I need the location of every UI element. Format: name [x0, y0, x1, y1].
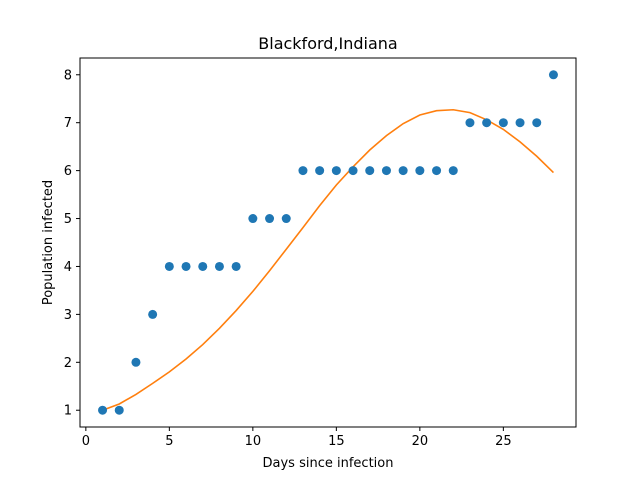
- x-tick-label: 10: [245, 434, 262, 449]
- data-point: [381, 166, 391, 176]
- data-point: [298, 166, 308, 176]
- y-tick-label: 4: [64, 260, 72, 275]
- fit-line: [102, 108, 555, 411]
- data-point: [148, 309, 158, 319]
- data-point: [265, 214, 275, 224]
- x-tick-label: 20: [412, 434, 429, 449]
- y-tick-label: 3: [64, 308, 72, 323]
- data-point: [198, 261, 208, 271]
- y-tick-label: 8: [64, 68, 72, 83]
- data-point: [548, 70, 558, 80]
- data-point: [214, 261, 224, 271]
- data-point: [248, 214, 258, 224]
- data-point: [98, 405, 108, 415]
- data-point: [164, 261, 174, 271]
- data-point: [448, 166, 458, 176]
- x-tick-label: 25: [495, 434, 512, 449]
- y-tick-label: 5: [64, 212, 72, 227]
- data-point: [398, 166, 408, 176]
- data-point: [465, 118, 475, 128]
- y-tick-label: 1: [64, 404, 72, 419]
- data-point: [432, 166, 442, 176]
- data-point: [365, 166, 375, 176]
- axis-ticks: 0 5 10 15 20 25 1 2 3 4 5 6 7 8: [64, 68, 512, 449]
- data-point: [498, 118, 508, 128]
- x-axis-label: Days since infection: [263, 456, 394, 471]
- data-point: [482, 118, 492, 128]
- y-tick-label: 6: [64, 164, 72, 179]
- data-point: [315, 166, 325, 176]
- data-point: [515, 118, 525, 128]
- y-tick-label: 2: [64, 356, 72, 371]
- y-axis-label: Population infected: [41, 180, 56, 305]
- data-point: [131, 357, 141, 367]
- data-point: [532, 118, 542, 128]
- plot-frame: [79, 57, 577, 428]
- plot-area: [98, 70, 558, 415]
- data-point: [231, 261, 241, 271]
- data-point: [331, 166, 341, 176]
- data-point: [281, 214, 291, 224]
- x-tick-label: 5: [165, 434, 173, 449]
- chart-title: Blackford,Indiana: [258, 34, 397, 53]
- data-point: [114, 405, 124, 415]
- x-tick-label: 0: [82, 434, 90, 449]
- y-tick-label: 7: [64, 116, 72, 131]
- data-point: [181, 261, 191, 271]
- data-point: [348, 166, 358, 176]
- data-point: [415, 166, 425, 176]
- x-tick-label: 15: [328, 434, 345, 449]
